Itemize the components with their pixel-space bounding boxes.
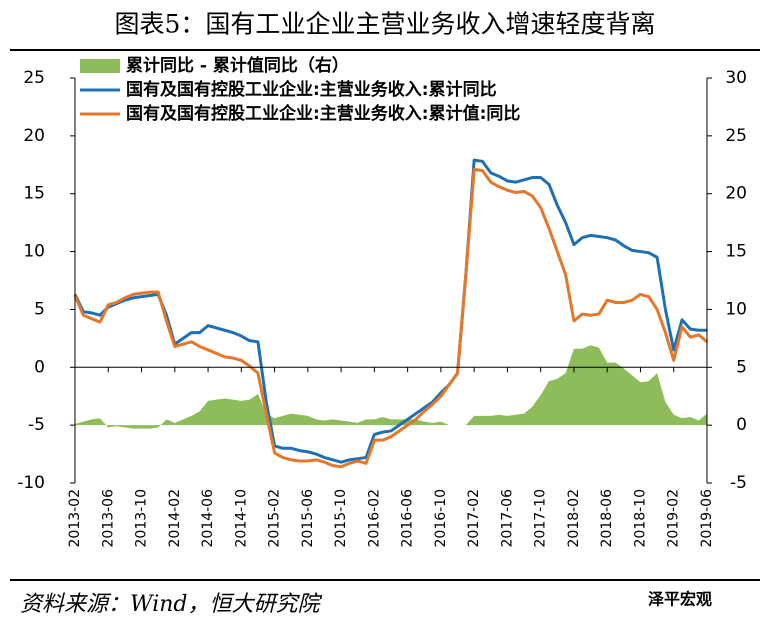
x-tick-label: 2016-02 [366,489,382,548]
x-tick-label: 2013-02 [67,489,83,548]
y-tick-label: 10 [23,242,45,262]
x-tick-label: 2015-06 [300,489,316,548]
x-tick-label: 2016-10 [433,489,449,548]
y2-tick-label: 20 [725,184,747,204]
legend-label: 累计同比 - 累计值同比（右） [126,55,349,76]
x-tick-label: 2017-06 [499,489,515,548]
y-tick-label: 15 [23,184,45,204]
y-tick-label: 0 [34,357,45,377]
x-tick-label: 2013-10 [134,489,150,548]
x-tick-label: 2014-02 [167,489,183,548]
y2-tick-label: 5 [736,357,747,377]
line [73,158,707,464]
y2-tick-label: 25 [725,126,747,146]
y-tick-label: 20 [23,126,45,146]
x-tick-label: 2019-06 [699,489,715,548]
x-tick-label: 2014-06 [200,489,216,548]
x-tick-label: 2018-02 [566,489,582,548]
x-tick-label: 2017-02 [466,489,482,548]
x-tick-label: 2014-10 [233,489,249,548]
x-tick-label: 2019-02 [666,489,682,548]
x-tick-label: 2013-06 [100,489,116,548]
y2-tick-label: 15 [725,242,747,262]
legend-label: 国有及国有控股工业企业:主营业务收入:累计值:同比 [126,103,520,124]
line [73,167,708,469]
x-tick-label: 2016-06 [400,489,416,548]
y-tick-label: 25 [23,68,45,88]
chart-title: 图表5：国有工业企业主营业务收入增速轻度背离 [115,10,656,39]
x-tick-label: 2018-06 [599,489,615,548]
area [75,345,707,429]
y2-tick-label: -5 [730,473,747,493]
y-tick-label: 5 [34,299,45,319]
x-tick-label: 2018-10 [632,489,648,548]
x-tick-label: 2015-10 [333,489,349,548]
y2-tick-label: 0 [736,415,747,435]
y2-tick-label: 10 [725,299,747,319]
legend-swatch [80,59,120,73]
y-tick-label: -5 [28,415,45,435]
legend-label: 国有及国有控股工业企业:主营业务收入:累计同比 [126,79,497,100]
y2-tick-label: 30 [725,68,747,88]
watermark: 泽平宏观 [648,590,712,609]
x-tick-label: 2017-10 [533,489,549,548]
x-tick-label: 2015-02 [267,489,283,548]
source: 资料来源：Wind，恒大研究院 [20,592,323,617]
y-tick-label: -10 [17,473,45,493]
